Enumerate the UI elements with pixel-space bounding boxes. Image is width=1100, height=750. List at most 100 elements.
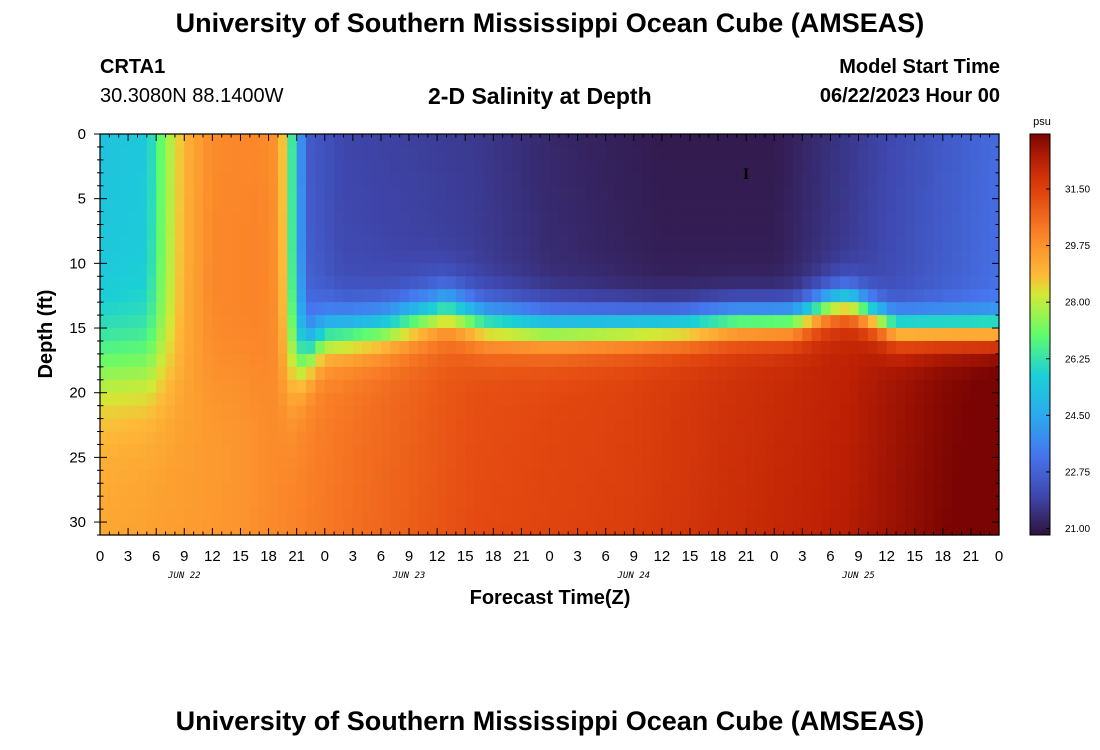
heatmap-cell [165, 353, 176, 368]
heatmap-cell [699, 198, 710, 213]
heatmap-cell [661, 302, 672, 316]
heatmap-cell [521, 263, 532, 277]
heatmap-cell [643, 405, 654, 420]
heatmap-cell [118, 509, 129, 523]
heatmap-cell [633, 457, 644, 471]
heatmap-cell [671, 431, 682, 446]
heatmap-cell [100, 211, 110, 226]
heatmap-cell [858, 470, 869, 484]
heatmap-cell [680, 185, 691, 200]
heatmap-cell [249, 405, 260, 420]
heatmap-cell [521, 302, 532, 316]
heatmap-cell [137, 418, 148, 433]
heatmap-cell [952, 366, 963, 381]
heatmap-cell [427, 172, 438, 187]
heatmap-cell [362, 483, 373, 497]
heatmap-cell [970, 340, 981, 355]
heatmap-cell [746, 224, 757, 239]
heatmap-cell [895, 366, 906, 381]
heatmap-cell [905, 509, 916, 523]
heatmap-cell [624, 483, 635, 497]
heatmap-cell [174, 457, 185, 471]
heatmap-cell [858, 211, 869, 226]
heatmap-cell [409, 302, 419, 316]
heatmap-cell [437, 379, 448, 394]
heatmap-cell [680, 353, 691, 368]
heatmap-cell [877, 340, 888, 355]
heatmap-cell [952, 522, 963, 536]
heatmap-cell [483, 276, 494, 290]
heatmap-cell [249, 470, 260, 484]
heatmap-cell [100, 444, 110, 458]
heatmap-cell [624, 315, 635, 329]
heatmap-cell [727, 146, 738, 161]
heatmap-cell [633, 483, 644, 497]
heatmap-cell [221, 509, 232, 523]
heatmap-cell [193, 405, 204, 420]
heatmap-cell [933, 237, 944, 252]
heatmap-cell [858, 509, 869, 523]
heatmap-cell [165, 522, 176, 536]
heatmap-cell [512, 211, 522, 226]
heatmap-cell [970, 237, 981, 252]
heatmap-cell [184, 146, 195, 161]
heatmap-cell [362, 198, 373, 213]
heatmap-cell [352, 302, 363, 316]
heatmap-cell [156, 185, 167, 200]
heatmap-cell [512, 405, 522, 420]
heatmap-cell [952, 302, 963, 316]
x-tick-label: 0 [321, 548, 329, 565]
heatmap-cell [708, 457, 719, 471]
heatmap-cell [746, 457, 757, 471]
heatmap-cell [867, 340, 878, 355]
heatmap-cell [249, 276, 260, 290]
heatmap-cell [212, 353, 223, 368]
heatmap-cell [240, 172, 251, 187]
heatmap-cell [249, 522, 260, 536]
heatmap-cell [830, 146, 841, 161]
heatmap-cell [343, 237, 354, 252]
heatmap-cell [989, 250, 1000, 264]
day-label: JUN 22 [167, 571, 201, 581]
heatmap-cell [577, 289, 588, 303]
heatmap-cell [633, 276, 644, 290]
heatmap-cell [109, 470, 120, 484]
heatmap-cell [877, 185, 888, 200]
heatmap-cell [952, 211, 963, 226]
heatmap-cell [399, 444, 410, 458]
heatmap-cell [249, 224, 260, 239]
heatmap-cell [718, 366, 729, 381]
heatmap-cell [380, 444, 391, 458]
heatmap-cell [558, 444, 569, 458]
heatmap-cell [268, 328, 279, 342]
heatmap-cell [455, 146, 466, 161]
heatmap-cell [942, 392, 953, 407]
x-tick-label: 18 [485, 548, 502, 565]
heatmap-cell [783, 431, 794, 446]
heatmap-cell [895, 496, 906, 510]
heatmap-cell [689, 379, 700, 394]
heatmap-cell [427, 276, 438, 290]
heatmap-cell [764, 159, 775, 174]
heatmap-cell [118, 353, 129, 368]
heatmap-cell [409, 405, 419, 420]
heatmap-cell [483, 392, 494, 407]
heatmap-cell [615, 418, 626, 433]
heatmap-cell [764, 431, 775, 446]
heatmap-cell [203, 366, 213, 381]
heatmap-cell [989, 392, 1000, 407]
heatmap-cell [268, 315, 279, 329]
heatmap-cell [502, 522, 513, 536]
heatmap-cell [605, 276, 616, 290]
heatmap-cell [596, 276, 607, 290]
heatmap-cell [858, 185, 869, 200]
heatmap-cell [727, 237, 738, 252]
heatmap-cell [549, 392, 560, 407]
heatmap-cell [830, 444, 841, 458]
heatmap-cell [502, 172, 513, 187]
heatmap-cell [446, 444, 457, 458]
heatmap-cell [605, 250, 616, 264]
heatmap-cell [362, 405, 373, 420]
heatmap-cell [586, 509, 597, 523]
heatmap-cell [512, 302, 522, 316]
